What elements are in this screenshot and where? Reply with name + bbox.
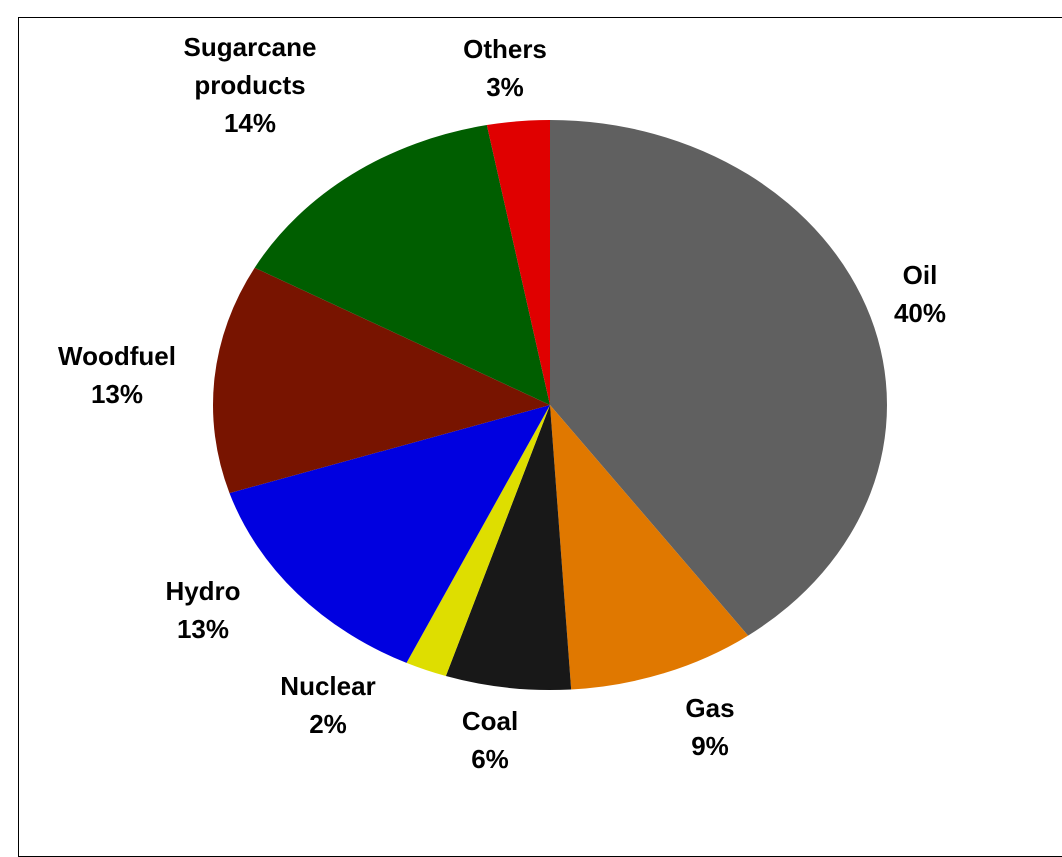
category-label: Gas <box>685 693 735 723</box>
pie-slice <box>550 405 749 690</box>
pie-slice <box>445 405 572 690</box>
pie-slice <box>254 125 551 406</box>
slice-label: Coal 6% <box>462 702 518 778</box>
value-label: 6% <box>471 744 509 774</box>
category-label: Oil <box>902 260 938 290</box>
pie-slice <box>550 120 887 636</box>
value-label: 13% <box>176 614 230 644</box>
value-label: 13% <box>90 379 144 409</box>
slice-label: Others 3% <box>463 30 547 106</box>
slice-label: Gas 9% <box>685 689 734 765</box>
slice-label: Woodfuel 13% <box>58 337 176 413</box>
category-label: Hydro <box>165 576 241 606</box>
category-label: Woodfuel <box>58 341 176 371</box>
slice-label: Oil 40% <box>894 256 946 332</box>
category-label: Sugarcane products <box>183 32 317 100</box>
pie-slice <box>486 120 550 405</box>
category-label: Nuclear <box>280 671 376 701</box>
category-label: Coal <box>461 706 519 736</box>
category-label: Others <box>463 34 547 64</box>
pie-slice <box>229 405 550 663</box>
slice-label: Nuclear 2% <box>280 667 375 743</box>
pie-slice <box>212 267 550 494</box>
value-label: 14% <box>223 108 277 138</box>
value-label: 40% <box>893 298 947 328</box>
slice-label: Sugarcane products 14% <box>150 28 350 142</box>
slice-label: Hydro 13% <box>165 572 240 648</box>
value-label: 9% <box>691 731 729 761</box>
pie-slice <box>406 405 550 677</box>
value-label: 3% <box>486 72 524 102</box>
value-label: 2% <box>309 709 347 739</box>
